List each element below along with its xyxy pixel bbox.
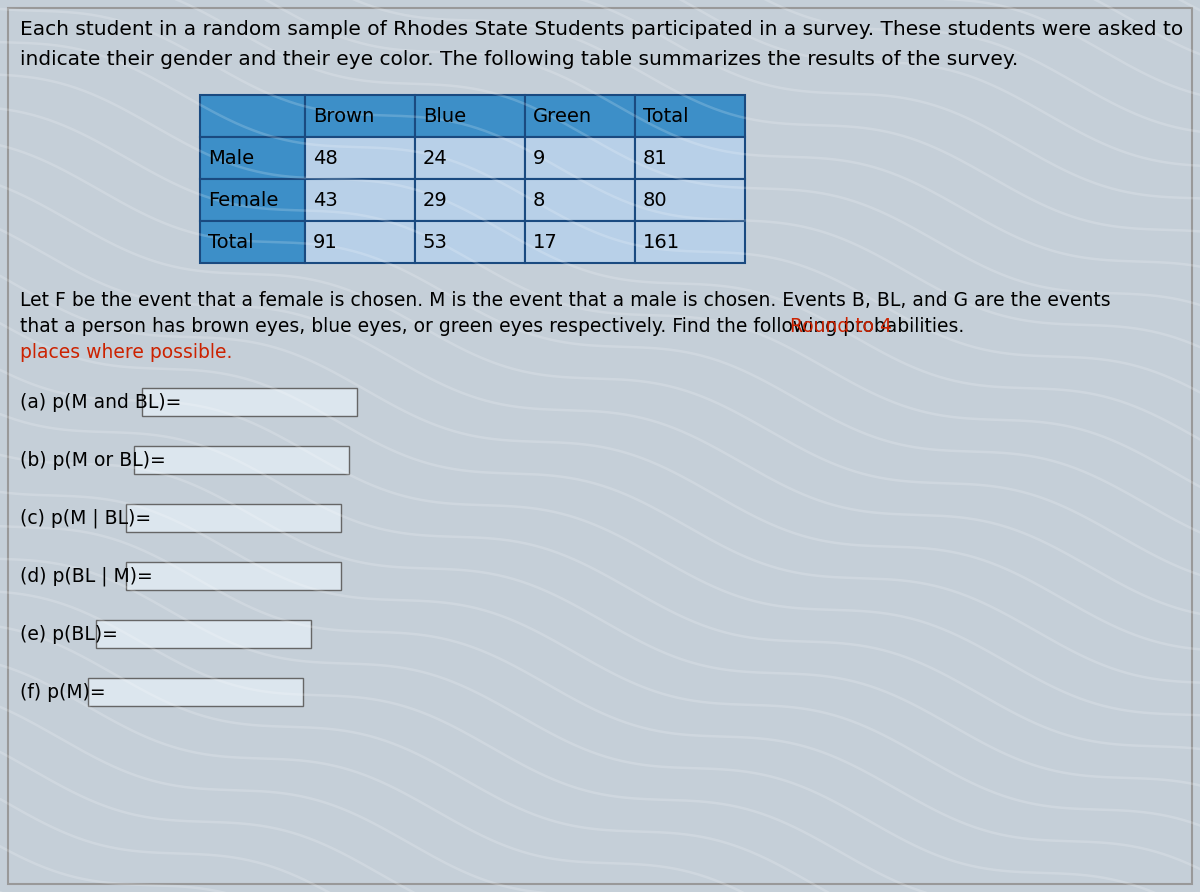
Bar	[415, 95, 526, 137]
Text: 161: 161	[643, 233, 680, 252]
Text: (b) p(M or BL)=: (b) p(M or BL)=	[20, 450, 166, 469]
Text: Female: Female	[208, 191, 278, 210]
Text: Each student in a random sample of Rhodes State Students participated in a surve: Each student in a random sample of Rhode…	[20, 20, 1183, 39]
Text: 80: 80	[643, 191, 667, 210]
Text: (e) p(BL)=: (e) p(BL)=	[20, 624, 118, 643]
Text: 24: 24	[424, 148, 448, 168]
Text: 9: 9	[533, 148, 545, 168]
Bar	[526, 95, 635, 137]
Text: (d) p(BL | M)=: (d) p(BL | M)=	[20, 566, 152, 586]
Bar	[200, 95, 305, 137]
Bar	[96, 620, 311, 648]
Bar	[635, 137, 745, 179]
Bar	[415, 221, 526, 263]
Bar	[126, 504, 341, 532]
Text: 53: 53	[424, 233, 448, 252]
Bar	[134, 446, 349, 474]
Bar	[526, 137, 635, 179]
Text: places where possible.: places where possible.	[20, 343, 233, 362]
Bar	[89, 678, 304, 706]
Text: indicate their gender and their eye color. The following table summarizes the re: indicate their gender and their eye colo…	[20, 50, 1019, 69]
Bar	[200, 179, 305, 221]
Bar	[415, 137, 526, 179]
Bar	[200, 221, 305, 263]
Text: 43: 43	[313, 191, 337, 210]
Text: (a) p(M and BL)=: (a) p(M and BL)=	[20, 392, 181, 411]
Text: Male: Male	[208, 148, 254, 168]
Text: Total: Total	[643, 106, 689, 126]
Text: 81: 81	[643, 148, 667, 168]
Bar	[635, 221, 745, 263]
Text: Total: Total	[208, 233, 253, 252]
Text: Brown: Brown	[313, 106, 374, 126]
Bar	[305, 95, 415, 137]
Text: 48: 48	[313, 148, 337, 168]
Bar	[126, 562, 341, 590]
Bar	[635, 179, 745, 221]
Text: 91: 91	[313, 233, 337, 252]
Bar	[526, 179, 635, 221]
Text: Green: Green	[533, 106, 592, 126]
Bar	[305, 179, 415, 221]
Bar	[526, 221, 635, 263]
Text: 8: 8	[533, 191, 545, 210]
Text: Round to 4: Round to 4	[791, 317, 893, 336]
Bar	[305, 137, 415, 179]
Bar	[200, 137, 305, 179]
Text: that a person has brown eyes, blue eyes, or green eyes respectively. Find the fo: that a person has brown eyes, blue eyes,…	[20, 317, 971, 336]
Text: (f) p(M)=: (f) p(M)=	[20, 682, 106, 701]
Text: 17: 17	[533, 233, 558, 252]
Bar	[635, 95, 745, 137]
Bar	[415, 179, 526, 221]
Text: (c) p(M | BL)=: (c) p(M | BL)=	[20, 508, 151, 528]
Bar	[305, 221, 415, 263]
Text: Blue: Blue	[424, 106, 466, 126]
Bar	[142, 388, 356, 416]
Text: 29: 29	[424, 191, 448, 210]
Text: Let F be the event that a female is chosen. M is the event that a male is chosen: Let F be the event that a female is chos…	[20, 291, 1111, 310]
